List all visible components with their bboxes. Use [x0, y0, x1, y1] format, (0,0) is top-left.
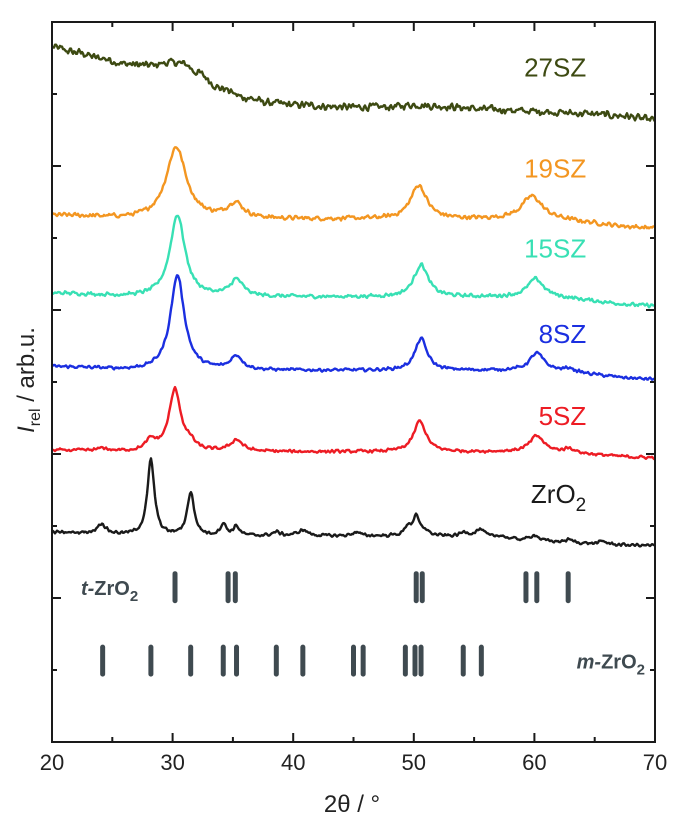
ref-bar-t-30.2 — [172, 571, 178, 604]
x-tick-label-40: 40 — [281, 750, 305, 775]
x-axis-title: 2θ / ° — [324, 791, 380, 818]
axis-layer: 20 30 40 50 60 70 — [40, 21, 667, 775]
ref-bar-m-50.6 — [418, 644, 424, 677]
ref-bar-m-34.2 — [220, 644, 226, 677]
series-line-19SZ — [51, 146, 656, 230]
y-axis-title-rest: / arb.u. — [13, 327, 40, 408]
ref-bar-m-49.3 — [402, 644, 408, 677]
series-label-27SZ: 27SZ — [524, 53, 586, 83]
series-label-15SZ: 15SZ — [524, 233, 586, 263]
label-layer: 27SZ 19SZ 15SZ 8SZ 5SZ ZrO2 — [524, 53, 586, 516]
ref-bar-t-50.7 — [419, 571, 425, 604]
ref-bar-m-28.2 — [148, 644, 154, 677]
ref-bar-m-45 — [351, 644, 356, 677]
ref-bar-t-62.8 — [565, 571, 571, 604]
ref-bar-m-40.8 — [300, 644, 306, 677]
series-label-ZrO2: ZrO2 — [531, 479, 586, 516]
series-label-5SZ: 5SZ — [539, 401, 587, 431]
y-axis-title: Irel / arb.u. — [13, 327, 44, 433]
series-layer — [51, 43, 656, 548]
ref-bar-t-35.2 — [232, 571, 238, 604]
series-line-ZrO2 — [51, 457, 656, 548]
ref-bar-m-55.6 — [478, 644, 484, 677]
series-label-8SZ: 8SZ — [539, 319, 587, 349]
ref-bar-m-45.8 — [360, 644, 366, 677]
x-tick-label-60: 60 — [522, 750, 546, 775]
x-tick-label-20: 20 — [40, 750, 64, 775]
series-line-8SZ — [51, 274, 656, 381]
reference-layer: t-ZrO2 m-ZrO2 — [81, 571, 645, 679]
ref-label-m-zro2: m-ZrO2 — [577, 652, 645, 679]
ref-bar-m-50.1 — [412, 644, 418, 677]
x-tick-label-50: 50 — [402, 750, 426, 775]
series-line-15SZ — [51, 214, 656, 309]
ref-bar-t-34.6 — [225, 571, 231, 604]
ref-bar-m-24.2 — [100, 644, 106, 677]
ref-bar-t-60.2 — [534, 571, 540, 604]
plot-frame — [51, 21, 656, 743]
ref-bar-m-35.3 — [234, 644, 240, 677]
series-label-19SZ: 19SZ — [524, 154, 586, 184]
series-line-5SZ — [51, 385, 656, 461]
y-axis-title-sub: rel — [27, 408, 44, 426]
ref-bar-t-50.2 — [413, 571, 419, 604]
y-axis-title-main: I — [13, 426, 40, 433]
ref-bar-m-31.5 — [188, 644, 194, 677]
ref-bar-m-54.1 — [460, 644, 466, 677]
ref-bar-t-59.3 — [523, 571, 529, 604]
x-tick-label-70: 70 — [643, 750, 667, 775]
series-line-27SZ — [51, 43, 656, 123]
x-tick-label-30: 30 — [160, 750, 184, 775]
ref-bar-m-38.6 — [273, 644, 279, 677]
ref-label-t-zro2: t-ZrO2 — [81, 578, 138, 605]
